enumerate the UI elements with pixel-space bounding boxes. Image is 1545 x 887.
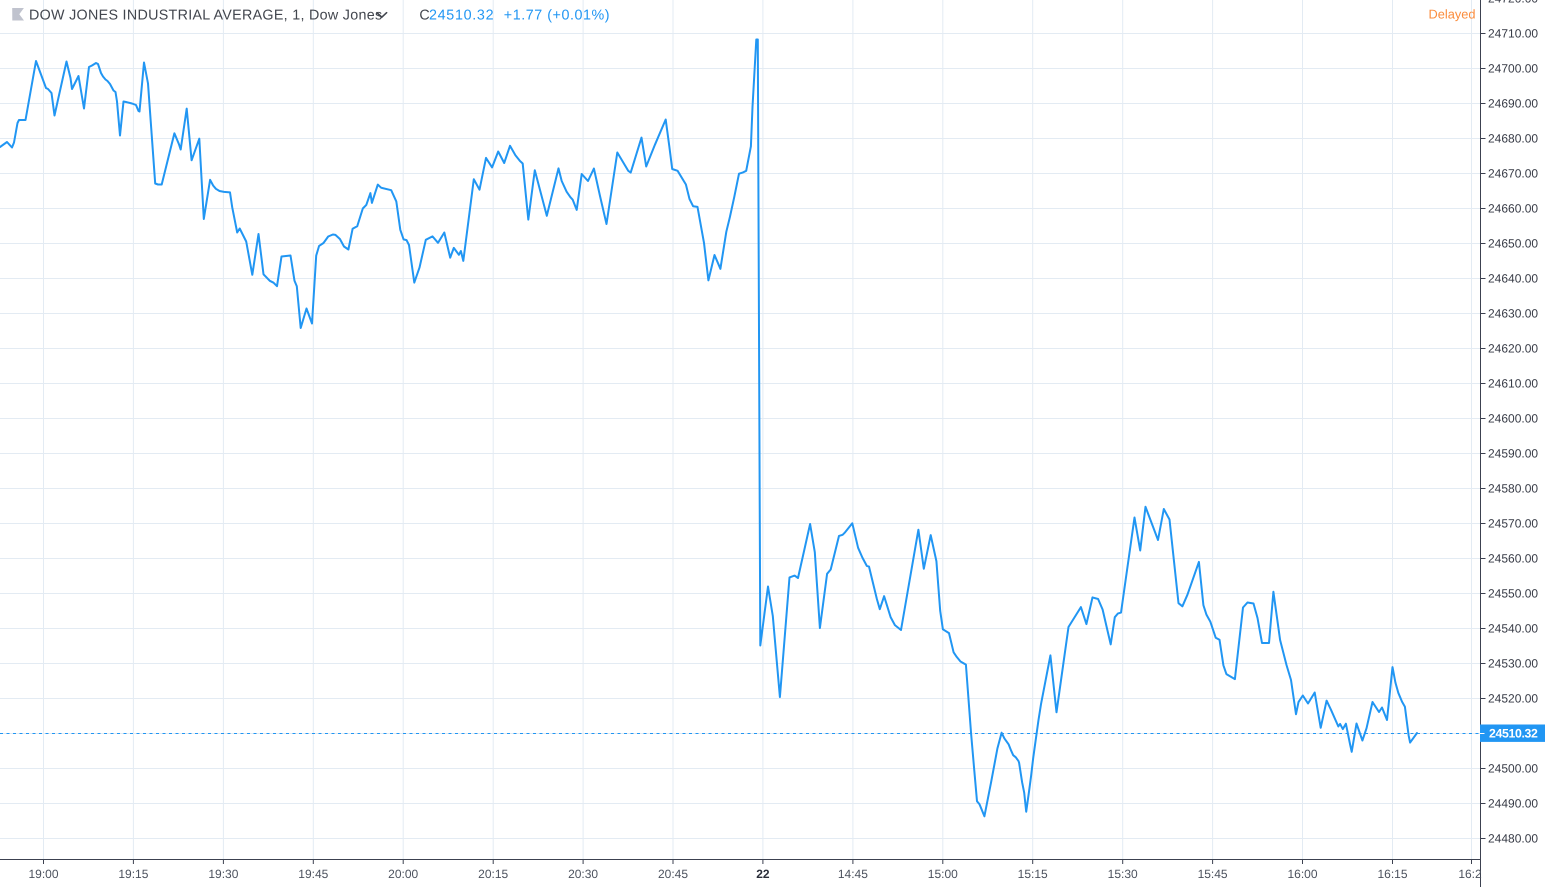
svg-text:19:00: 19:00 bbox=[28, 867, 58, 881]
svg-text:15:15: 15:15 bbox=[1018, 867, 1048, 881]
svg-text:20:15: 20:15 bbox=[478, 867, 508, 881]
svg-text:24480.00: 24480.00 bbox=[1488, 832, 1538, 846]
svg-text:24710.00: 24710.00 bbox=[1488, 27, 1538, 41]
svg-text:24500.00: 24500.00 bbox=[1488, 762, 1538, 776]
svg-text:24610.00: 24610.00 bbox=[1488, 377, 1538, 391]
svg-text:20:45: 20:45 bbox=[658, 867, 688, 881]
svg-text:16:15: 16:15 bbox=[1377, 867, 1407, 881]
svg-text:24670.00: 24670.00 bbox=[1488, 167, 1538, 181]
svg-text:24650.00: 24650.00 bbox=[1488, 237, 1538, 251]
svg-text:24680.00: 24680.00 bbox=[1488, 132, 1538, 146]
svg-text:19:45: 19:45 bbox=[298, 867, 328, 881]
svg-text:19:30: 19:30 bbox=[208, 867, 238, 881]
svg-text:24540.00: 24540.00 bbox=[1488, 622, 1538, 636]
svg-text:DOW JONES INDUSTRIAL AVERAGE,: DOW JONES INDUSTRIAL AVERAGE, 1, Dow Jon… bbox=[29, 8, 382, 24]
svg-text:19:15: 19:15 bbox=[118, 867, 148, 881]
svg-text:15:00: 15:00 bbox=[928, 867, 958, 881]
svg-text:24490.00: 24490.00 bbox=[1488, 797, 1538, 811]
svg-text:24550.00: 24550.00 bbox=[1488, 587, 1538, 601]
svg-text:C: C bbox=[419, 8, 429, 24]
svg-text:24630.00: 24630.00 bbox=[1488, 307, 1538, 321]
svg-text:Delayed: Delayed bbox=[1429, 7, 1476, 22]
svg-text:24590.00: 24590.00 bbox=[1488, 447, 1538, 461]
svg-text:15:30: 15:30 bbox=[1108, 867, 1138, 881]
svg-text:24690.00: 24690.00 bbox=[1488, 97, 1538, 111]
svg-text:24600.00: 24600.00 bbox=[1488, 412, 1538, 426]
svg-text:15:45: 15:45 bbox=[1198, 867, 1228, 881]
svg-text:14:45: 14:45 bbox=[838, 867, 868, 881]
svg-text:20:30: 20:30 bbox=[568, 867, 598, 881]
svg-text:24580.00: 24580.00 bbox=[1488, 482, 1538, 496]
svg-text:22: 22 bbox=[756, 867, 770, 881]
svg-text:24510.32: 24510.32 bbox=[429, 8, 494, 24]
svg-text:24560.00: 24560.00 bbox=[1488, 552, 1538, 566]
svg-text:+1.77 (+0.01%): +1.77 (+0.01%) bbox=[504, 8, 610, 24]
svg-text:16:00: 16:00 bbox=[1287, 867, 1317, 881]
svg-text:20:00: 20:00 bbox=[388, 867, 418, 881]
svg-text:24510.32: 24510.32 bbox=[1489, 727, 1538, 741]
svg-text:24700.00: 24700.00 bbox=[1488, 62, 1538, 76]
svg-text:24570.00: 24570.00 bbox=[1488, 517, 1538, 531]
svg-text:24530.00: 24530.00 bbox=[1488, 657, 1538, 671]
svg-text:24720.00: 24720.00 bbox=[1488, 0, 1538, 6]
svg-text:24620.00: 24620.00 bbox=[1488, 342, 1538, 356]
svg-text:24660.00: 24660.00 bbox=[1488, 202, 1538, 216]
svg-text:16:2: 16:2 bbox=[1458, 867, 1482, 881]
svg-text:24520.00: 24520.00 bbox=[1488, 692, 1538, 706]
svg-text:24640.00: 24640.00 bbox=[1488, 272, 1538, 286]
